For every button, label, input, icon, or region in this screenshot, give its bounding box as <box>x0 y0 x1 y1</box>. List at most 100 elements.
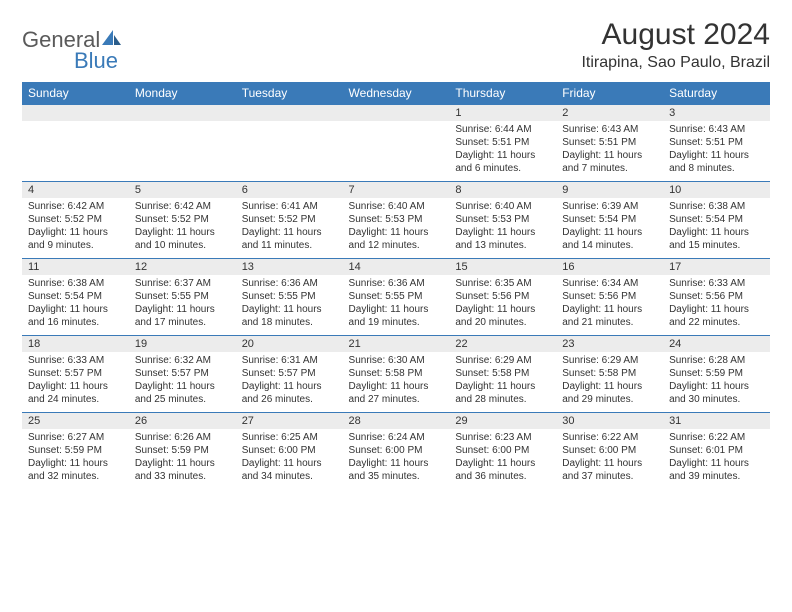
sunset-line: Sunset: 5:53 PM <box>455 213 550 226</box>
daylight-line: Daylight: 11 hours and 20 minutes. <box>455 303 550 329</box>
day-number: 2 <box>556 105 663 121</box>
day-cell: 5Sunrise: 6:42 AMSunset: 5:52 PMDaylight… <box>129 182 236 259</box>
day-number: 1 <box>449 105 556 121</box>
day-header: Sunday <box>22 82 129 105</box>
day-body: Sunrise: 6:42 AMSunset: 5:52 PMDaylight:… <box>129 198 236 258</box>
day-cell: 12Sunrise: 6:37 AMSunset: 5:55 PMDayligh… <box>129 259 236 336</box>
daylight-line: Daylight: 11 hours and 15 minutes. <box>669 226 764 252</box>
day-number: 26 <box>129 413 236 429</box>
day-body: Sunrise: 6:36 AMSunset: 5:55 PMDaylight:… <box>236 275 343 335</box>
sunrise-line: Sunrise: 6:29 AM <box>562 354 657 367</box>
sunrise-line: Sunrise: 6:40 AM <box>455 200 550 213</box>
day-cell: 30Sunrise: 6:22 AMSunset: 6:00 PMDayligh… <box>556 413 663 490</box>
sunset-line: Sunset: 5:57 PM <box>242 367 337 380</box>
week-row: 11Sunrise: 6:38 AMSunset: 5:54 PMDayligh… <box>22 259 770 336</box>
day-number: 22 <box>449 336 556 352</box>
day-body: Sunrise: 6:27 AMSunset: 5:59 PMDaylight:… <box>22 429 129 489</box>
daylight-line: Daylight: 11 hours and 35 minutes. <box>349 457 444 483</box>
day-cell: 18Sunrise: 6:33 AMSunset: 5:57 PMDayligh… <box>22 336 129 413</box>
sunset-line: Sunset: 5:58 PM <box>455 367 550 380</box>
sunset-line: Sunset: 5:59 PM <box>669 367 764 380</box>
day-number: 12 <box>129 259 236 275</box>
day-number: 25 <box>22 413 129 429</box>
day-header: Monday <box>129 82 236 105</box>
daylight-line: Daylight: 11 hours and 6 minutes. <box>455 149 550 175</box>
day-body: Sunrise: 6:25 AMSunset: 6:00 PMDaylight:… <box>236 429 343 489</box>
sunset-line: Sunset: 5:58 PM <box>349 367 444 380</box>
day-body: Sunrise: 6:33 AMSunset: 5:56 PMDaylight:… <box>663 275 770 335</box>
day-cell: 3Sunrise: 6:43 AMSunset: 5:51 PMDaylight… <box>663 105 770 182</box>
day-header: Wednesday <box>343 82 450 105</box>
daylight-line: Daylight: 11 hours and 30 minutes. <box>669 380 764 406</box>
day-number: 4 <box>22 182 129 198</box>
sunrise-line: Sunrise: 6:30 AM <box>349 354 444 367</box>
day-number: 14 <box>343 259 450 275</box>
sunset-line: Sunset: 5:57 PM <box>28 367 123 380</box>
sunset-line: Sunset: 5:51 PM <box>562 136 657 149</box>
daylight-line: Daylight: 11 hours and 22 minutes. <box>669 303 764 329</box>
sunset-line: Sunset: 5:56 PM <box>562 290 657 303</box>
day-body: Sunrise: 6:26 AMSunset: 5:59 PMDaylight:… <box>129 429 236 489</box>
day-body: Sunrise: 6:41 AMSunset: 5:52 PMDaylight:… <box>236 198 343 258</box>
day-header: Thursday <box>449 82 556 105</box>
day-number: 20 <box>236 336 343 352</box>
day-cell: 11Sunrise: 6:38 AMSunset: 5:54 PMDayligh… <box>22 259 129 336</box>
daylight-line: Daylight: 11 hours and 11 minutes. <box>242 226 337 252</box>
day-number: 9 <box>556 182 663 198</box>
daylight-line: Daylight: 11 hours and 18 minutes. <box>242 303 337 329</box>
sunset-line: Sunset: 6:00 PM <box>242 444 337 457</box>
sunrise-line: Sunrise: 6:36 AM <box>349 277 444 290</box>
day-number: 19 <box>129 336 236 352</box>
day-cell: 31Sunrise: 6:22 AMSunset: 6:01 PMDayligh… <box>663 413 770 490</box>
day-cell: 4Sunrise: 6:42 AMSunset: 5:52 PMDaylight… <box>22 182 129 259</box>
sunset-line: Sunset: 5:51 PM <box>669 136 764 149</box>
sunset-line: Sunset: 5:53 PM <box>349 213 444 226</box>
sunrise-line: Sunrise: 6:41 AM <box>242 200 337 213</box>
sunrise-line: Sunrise: 6:38 AM <box>28 277 123 290</box>
sunset-line: Sunset: 5:56 PM <box>455 290 550 303</box>
sunset-line: Sunset: 6:00 PM <box>455 444 550 457</box>
day-body: Sunrise: 6:32 AMSunset: 5:57 PMDaylight:… <box>129 352 236 412</box>
sunrise-line: Sunrise: 6:43 AM <box>669 123 764 136</box>
day-body: Sunrise: 6:34 AMSunset: 5:56 PMDaylight:… <box>556 275 663 335</box>
day-cell <box>343 105 450 182</box>
daylight-line: Daylight: 11 hours and 16 minutes. <box>28 303 123 329</box>
sunset-line: Sunset: 5:59 PM <box>135 444 230 457</box>
daylight-line: Daylight: 11 hours and 27 minutes. <box>349 380 444 406</box>
day-number: 7 <box>343 182 450 198</box>
day-number: 8 <box>449 182 556 198</box>
sunrise-line: Sunrise: 6:22 AM <box>669 431 764 444</box>
daylight-line: Daylight: 11 hours and 10 minutes. <box>135 226 230 252</box>
day-body: Sunrise: 6:43 AMSunset: 5:51 PMDaylight:… <box>556 121 663 181</box>
sunrise-line: Sunrise: 6:34 AM <box>562 277 657 290</box>
sunset-line: Sunset: 6:01 PM <box>669 444 764 457</box>
day-body: Sunrise: 6:38 AMSunset: 5:54 PMDaylight:… <box>22 275 129 335</box>
day-number <box>343 105 450 121</box>
day-cell: 22Sunrise: 6:29 AMSunset: 5:58 PMDayligh… <box>449 336 556 413</box>
day-cell: 6Sunrise: 6:41 AMSunset: 5:52 PMDaylight… <box>236 182 343 259</box>
logo: GeneralBlue <box>22 28 124 72</box>
sunrise-line: Sunrise: 6:36 AM <box>242 277 337 290</box>
day-cell: 17Sunrise: 6:33 AMSunset: 5:56 PMDayligh… <box>663 259 770 336</box>
day-cell: 24Sunrise: 6:28 AMSunset: 5:59 PMDayligh… <box>663 336 770 413</box>
page-header: GeneralBlue August 2024 Itirapina, Sao P… <box>22 18 770 72</box>
day-number: 21 <box>343 336 450 352</box>
sunset-line: Sunset: 6:00 PM <box>562 444 657 457</box>
location-text: Itirapina, Sao Paulo, Brazil <box>581 54 770 72</box>
day-cell: 16Sunrise: 6:34 AMSunset: 5:56 PMDayligh… <box>556 259 663 336</box>
daylight-line: Daylight: 11 hours and 33 minutes. <box>135 457 230 483</box>
logo-text-blue: Blue <box>74 51 124 72</box>
sunrise-line: Sunrise: 6:40 AM <box>349 200 444 213</box>
sunrise-line: Sunrise: 6:26 AM <box>135 431 230 444</box>
day-cell: 1Sunrise: 6:44 AMSunset: 5:51 PMDaylight… <box>449 105 556 182</box>
daylight-line: Daylight: 11 hours and 36 minutes. <box>455 457 550 483</box>
day-cell <box>129 105 236 182</box>
sunset-line: Sunset: 5:52 PM <box>135 213 230 226</box>
day-number: 27 <box>236 413 343 429</box>
day-body <box>236 121 343 161</box>
day-number: 29 <box>449 413 556 429</box>
sunrise-line: Sunrise: 6:24 AM <box>349 431 444 444</box>
sunset-line: Sunset: 5:56 PM <box>669 290 764 303</box>
day-body: Sunrise: 6:40 AMSunset: 5:53 PMDaylight:… <box>343 198 450 258</box>
day-body: Sunrise: 6:39 AMSunset: 5:54 PMDaylight:… <box>556 198 663 258</box>
